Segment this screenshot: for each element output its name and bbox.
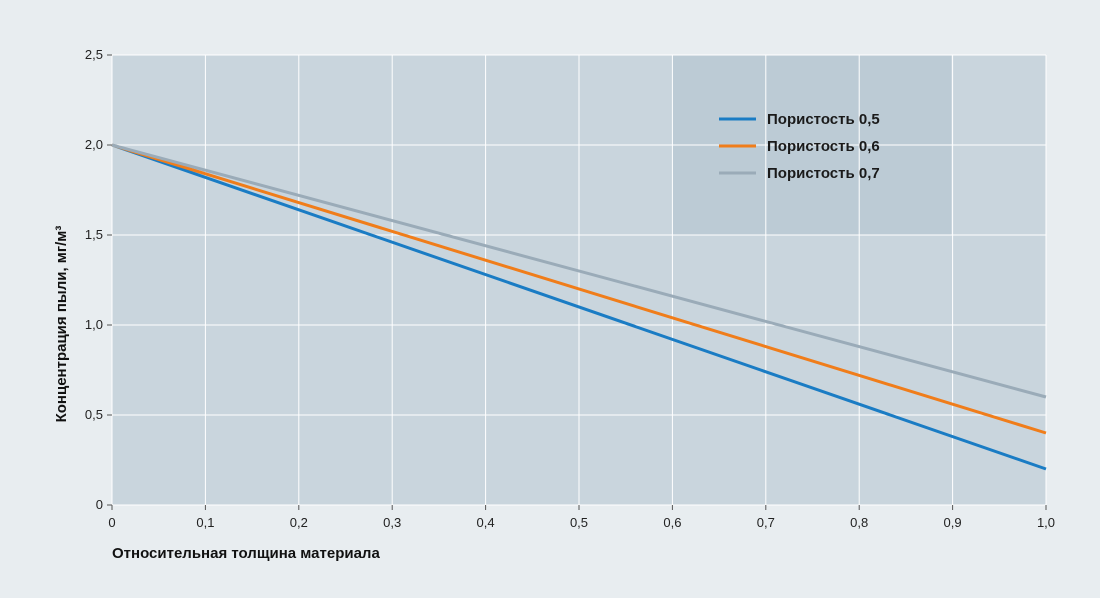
y-tick-label: 1,0 — [85, 317, 103, 332]
x-tick-label: 0,9 — [944, 515, 962, 530]
y-tick-label: 2,0 — [85, 137, 103, 152]
y-tick-label: 1,5 — [85, 227, 103, 242]
legend: Пористость 0,5 Пористость 0,6 Пористость 0… — [719, 111, 880, 182]
x-tick-label: 0,6 — [663, 515, 681, 530]
x-tick-label: 0,8 — [850, 515, 868, 530]
x-tick-label: 0,7 — [757, 515, 775, 530]
x-tick-label: 0,1 — [196, 515, 214, 530]
series-line-1 — [111, 143, 1047, 471]
x-axis-ticks: 0 0,1 0,2 0,3 0,4 0,5 0,6 0,7 0,8 0,9 1,0 — [108, 505, 1055, 530]
x-tick-label: 0,2 — [290, 515, 308, 530]
x-tick-label: 0,4 — [477, 515, 495, 530]
legend-label-1: Пористость 0,5 — [767, 111, 880, 128]
y-tick-label: 0 — [96, 497, 103, 512]
legend-label-2: Пористость 0,6 — [767, 138, 880, 155]
series-line-3 — [111, 143, 1047, 399]
x-tick-label: 0,5 — [570, 515, 588, 530]
x-tick-label: 1,0 — [1037, 515, 1055, 530]
y-tick-label: 0,5 — [85, 407, 103, 422]
y-axis-ticks: 0 0,5 1,0 1,5 2,0 2,5 — [85, 47, 112, 512]
y-axis-title: Концентрация пыли, мг/м³ — [53, 226, 70, 423]
series-line-2 — [111, 143, 1047, 435]
x-tick-label: 0,3 — [383, 515, 401, 530]
x-tick-label: 0 — [108, 515, 115, 530]
series-lines — [111, 143, 1047, 471]
legend-label-3: Пористость 0,7 — [767, 165, 880, 182]
y-tick-label: 2,5 — [85, 47, 103, 62]
x-axis-title: Относительная толщина материала — [112, 545, 380, 562]
